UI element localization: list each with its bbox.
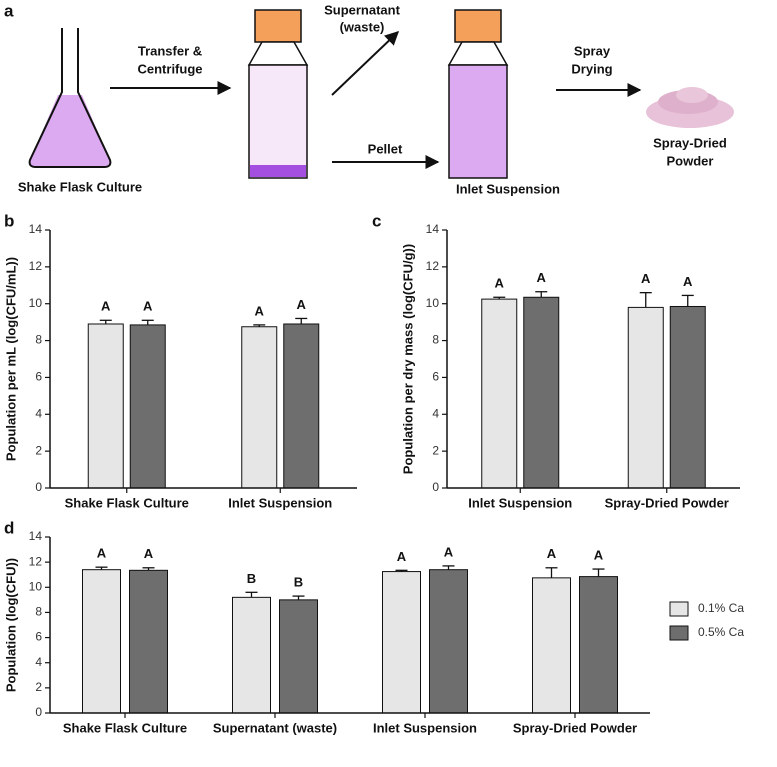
y-tick-label: 14: [426, 222, 440, 236]
legend-label: 0.1% Ca: [698, 601, 744, 615]
bar: [283, 323, 320, 489]
arrow: [331, 31, 400, 96]
significance-letter: A: [297, 297, 307, 312]
x-tick-label: Shake Flask Culture: [63, 720, 187, 735]
y-tick-label: 4: [432, 406, 439, 420]
bar: [279, 599, 318, 714]
x-tick-label: Inlet Suspension: [468, 495, 572, 510]
y-tick-label: 10: [29, 579, 43, 593]
significance-letter: B: [294, 575, 303, 590]
bar: [669, 305, 706, 489]
bar: [579, 576, 618, 714]
y-axis-label: Population per dry mass (log(CFU/g)): [400, 244, 415, 474]
significance-letter: A: [683, 274, 693, 289]
bar: [523, 296, 560, 489]
stage-label: Shake Flask Culture: [18, 179, 142, 194]
flask: [28, 28, 112, 168]
bar: [82, 569, 121, 714]
y-axis-label: Population (log(CFU)): [3, 558, 18, 692]
significance-letter: A: [144, 546, 154, 561]
tube-neck: [447, 41, 509, 66]
bar: [232, 596, 271, 714]
y-tick-label: 8: [432, 333, 439, 347]
y-tick-label: 4: [35, 406, 42, 420]
y-tick-label: 8: [35, 605, 42, 619]
cap: [454, 9, 502, 43]
y-tick-label: 8: [35, 333, 42, 347]
diagram: a Transfer & Centrifuge Supernatant (was…: [4, 1, 734, 196]
tube: [448, 64, 508, 179]
bar: [481, 298, 518, 489]
pellet: [250, 165, 306, 177]
legend-swatch: [669, 625, 689, 641]
significance-letter: A: [101, 299, 111, 314]
significance-letter: A: [255, 303, 265, 318]
step-label: (waste): [340, 19, 385, 34]
step-label: Supernatant: [324, 2, 401, 17]
y-tick-label: 12: [29, 554, 43, 568]
significance-letter: A: [397, 549, 407, 564]
significance-letter: A: [547, 546, 557, 561]
powder: [646, 87, 734, 128]
step-label: Pellet: [368, 141, 403, 156]
y-tick-label: 14: [29, 222, 43, 236]
y-tick-label: 2: [35, 680, 42, 694]
panel-label: d: [4, 518, 14, 537]
bar: [87, 323, 124, 489]
tube: [248, 64, 308, 179]
y-tick-label: 12: [426, 259, 440, 273]
cap: [254, 9, 302, 43]
y-tick-label: 0: [35, 705, 42, 719]
significance-letter: A: [537, 270, 547, 285]
bar: [129, 324, 166, 489]
x-tick-label: Spray-Dried Powder: [605, 495, 729, 510]
x-tick-label: Shake Flask Culture: [65, 495, 189, 510]
x-tick-label: Supernatant (waste): [213, 720, 337, 735]
legend-swatch: [669, 601, 689, 617]
step-label: Drying: [571, 61, 612, 76]
significance-letter: A: [594, 547, 604, 562]
bar: [429, 569, 468, 714]
bar: [382, 571, 421, 714]
panel-label: c: [372, 211, 381, 230]
significance-letter: A: [495, 276, 505, 291]
legend-label: 0.5% Ca: [698, 625, 744, 639]
x-tick-label: Spray-Dried Powder: [513, 720, 637, 735]
y-tick-label: 0: [35, 480, 42, 494]
y-tick-label: 4: [35, 655, 42, 669]
y-tick-label: 14: [29, 529, 43, 543]
y-tick-label: 6: [35, 630, 42, 644]
stage-label: Powder: [667, 153, 714, 168]
stage-label: Inlet Suspension: [456, 181, 560, 196]
y-tick-label: 10: [29, 296, 43, 310]
stage-label: Spray-Dried: [653, 135, 727, 150]
step-label: Transfer &: [138, 43, 202, 58]
x-tick-label: Inlet Suspension: [373, 720, 477, 735]
panel-label: b: [4, 211, 14, 230]
y-tick-label: 2: [35, 443, 42, 457]
significance-letter: A: [143, 299, 153, 314]
x-tick-label: Inlet Suspension: [228, 495, 332, 510]
tube-neck: [247, 41, 309, 66]
bar: [532, 577, 571, 714]
significance-letter: A: [641, 271, 651, 286]
y-tick-label: 2: [432, 443, 439, 457]
step-label: Centrifuge: [138, 61, 203, 76]
culture: [29, 95, 111, 167]
bar: [129, 569, 168, 714]
panel-label: a: [4, 1, 14, 20]
y-axis-label: Population per mL (log(CFU/mL)): [3, 257, 18, 461]
significance-letter: B: [247, 571, 256, 586]
significance-letter: A: [97, 546, 107, 561]
y-tick-label: 0: [432, 480, 439, 494]
y-tick-label: 6: [432, 370, 439, 384]
y-tick-label: 6: [35, 370, 42, 384]
bar: [241, 326, 278, 489]
step-label: Spray: [574, 43, 611, 58]
y-tick-label: 10: [426, 296, 440, 310]
bar: [627, 306, 664, 489]
significance-letter: A: [444, 544, 454, 559]
y-tick-label: 12: [29, 259, 43, 273]
